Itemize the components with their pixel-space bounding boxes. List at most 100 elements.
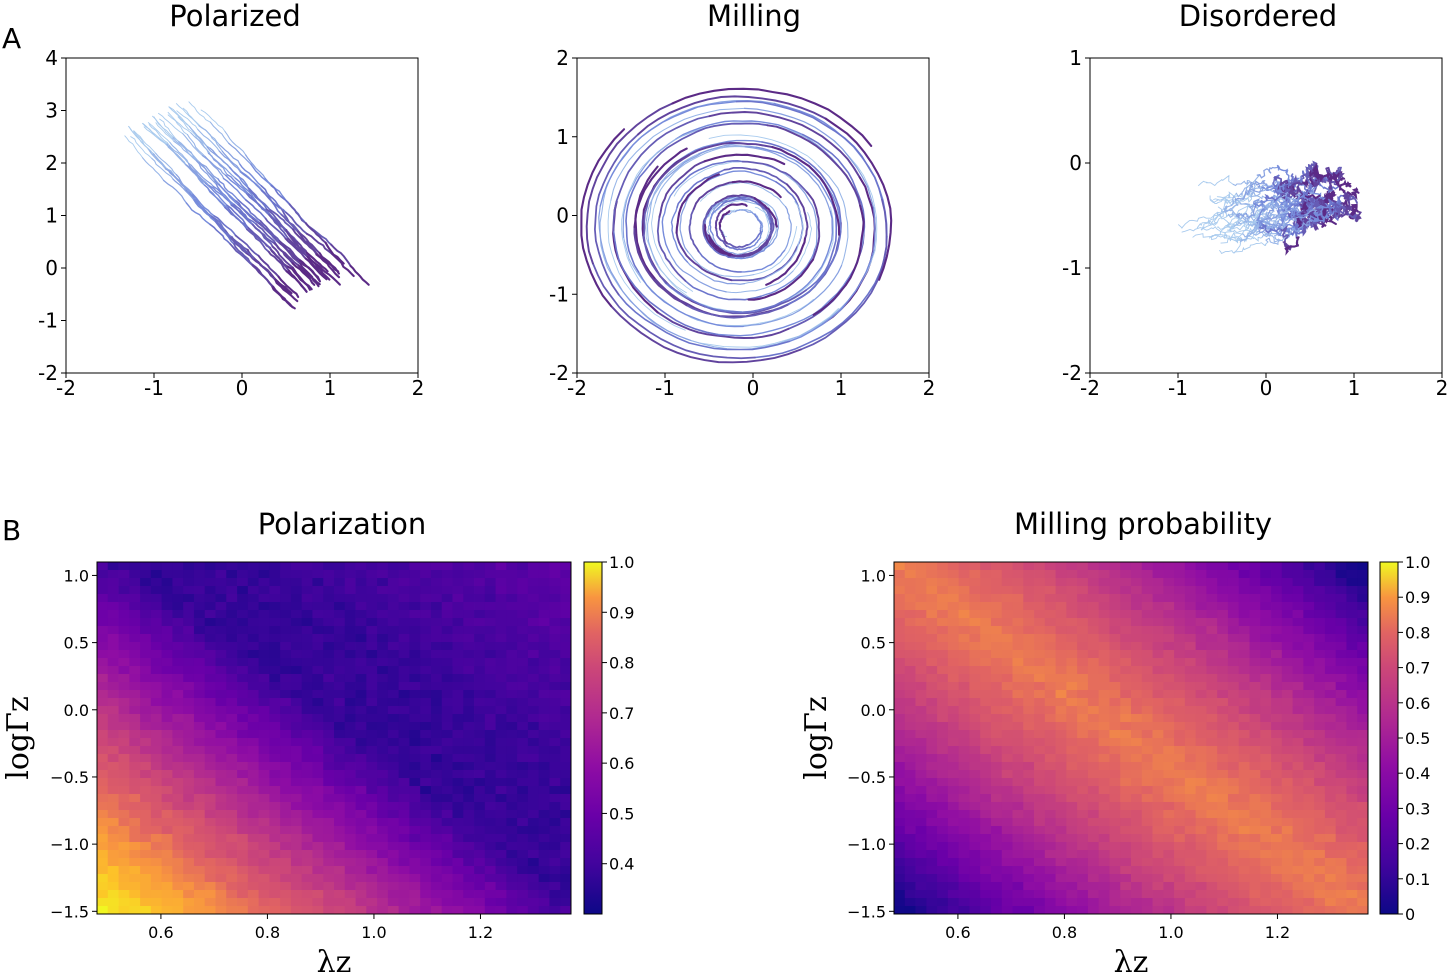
heatmap-cell: [904, 682, 916, 691]
heatmap-cell: [1120, 890, 1132, 899]
heatmap-cell: [969, 626, 981, 635]
heatmap-cell: [161, 802, 173, 811]
heatmap-cell: [387, 658, 400, 667]
heatmap-cell: [355, 834, 367, 843]
heatmap-cell: [463, 578, 475, 587]
heatmap-cell: [1260, 834, 1272, 843]
heatmap-cell: [1044, 682, 1056, 691]
heatmap-cell: [140, 618, 152, 627]
heatmap-cell: [312, 786, 324, 795]
trajectory-segment: [780, 210, 834, 303]
heatmap-cell: [1324, 634, 1337, 643]
trajectory-segment: [1233, 218, 1257, 227]
heatmap-cell: [1131, 858, 1143, 867]
heatmap-cell: [1044, 826, 1056, 835]
trajectory-segment: [182, 133, 204, 157]
heatmap-cell: [441, 794, 453, 803]
heatmap-cell: [150, 906, 163, 915]
heatmap-cell: [1152, 626, 1164, 635]
heatmap-cell: [97, 754, 109, 763]
heatmap-cell: [958, 746, 970, 755]
trajectory-segment: [291, 266, 313, 291]
heatmap-cell: [1152, 674, 1164, 683]
heatmap-cell: [366, 770, 378, 779]
heatmap-cell: [280, 586, 292, 595]
trajectory-segment: [1192, 233, 1242, 242]
heatmap-cell: [161, 626, 173, 635]
heatmap-cell: [894, 866, 906, 875]
heatmap-cell: [247, 778, 259, 787]
heatmap-cell: [1292, 738, 1304, 747]
heatmap-cell: [1012, 658, 1024, 667]
x-tick-label: -2: [567, 376, 587, 400]
x-tick-label: 0.8: [1052, 923, 1077, 942]
trajectory-segment: [285, 229, 308, 254]
heatmap-cell: [904, 658, 916, 667]
heatmap-cell: [1227, 682, 1240, 691]
heatmap-cell: [1303, 674, 1315, 683]
heatmap-cell: [118, 618, 130, 627]
trajectory-segment: [165, 143, 187, 166]
heatmap-cell: [129, 658, 141, 667]
heatmap-cell: [1174, 658, 1186, 667]
trajectory-segment: [190, 132, 210, 154]
heatmap-cell: [1120, 754, 1132, 763]
trajectory-segment: [1252, 198, 1268, 208]
heatmap-cell: [947, 866, 960, 875]
heatmap-cell: [172, 690, 184, 699]
trajectory-segment: [190, 164, 214, 188]
heatmap-cell: [926, 578, 938, 587]
heatmap-cell: [969, 754, 981, 763]
heatmap-cell: [387, 858, 400, 867]
heatmap-cell: [97, 834, 109, 843]
heatmap-cell: [107, 850, 119, 859]
heatmap-cell: [1303, 714, 1315, 723]
heatmap-cell: [463, 634, 475, 643]
heatmap-cell: [247, 642, 259, 651]
heatmap-cell: [1206, 874, 1218, 883]
trajectory-segment: [237, 199, 262, 222]
heatmap-cell: [1281, 706, 1293, 715]
heatmap-cell: [280, 738, 292, 747]
heatmap-cell: [1303, 594, 1315, 603]
heatmap-cell: [344, 578, 356, 587]
heatmap-cell: [1087, 730, 1100, 739]
heatmap-cell: [1012, 578, 1024, 587]
heatmap-cell: [1217, 594, 1229, 603]
heatmap-cell: [107, 874, 119, 883]
heatmap-cell: [926, 562, 938, 571]
heatmap-cell: [1098, 882, 1110, 891]
heatmap-cell: [1335, 658, 1347, 667]
heatmap-cell: [140, 890, 152, 899]
heatmap-cell: [1249, 594, 1261, 603]
heatmap-cell: [226, 666, 238, 675]
heatmap-cell: [980, 770, 992, 779]
heatmap-cell: [344, 810, 356, 819]
trajectory-segment: [643, 178, 668, 284]
heatmap-cell: [172, 810, 184, 819]
heatmap-cell: [1335, 610, 1347, 619]
heatmap-cell: [549, 626, 561, 635]
heatmap-cell: [204, 730, 216, 739]
heatmap-cell: [441, 778, 453, 787]
heatmap-cell: [969, 818, 981, 827]
chart-title-milling: Milling: [707, 0, 801, 33]
heatmap-cell: [915, 690, 927, 699]
heatmap-cell: [430, 890, 443, 899]
heatmap-cell: [517, 562, 529, 571]
heatmap-cell: [538, 906, 550, 915]
heatmap-cell: [1044, 642, 1056, 651]
heatmap-cell: [915, 706, 927, 715]
heatmap-cell: [258, 570, 270, 579]
heatmap-cell: [969, 706, 981, 715]
heatmap-cell: [398, 866, 410, 875]
heatmap-cell: [226, 730, 238, 739]
heatmap-cell: [549, 610, 561, 619]
heatmap-cell: [387, 890, 400, 899]
trajectory-segment: [786, 230, 842, 306]
heatmap-cell: [258, 698, 270, 707]
heatmap-cell: [107, 890, 119, 899]
heatmap-cell: [301, 754, 313, 763]
heatmap-cell: [172, 610, 184, 619]
heatmap-cell: [1249, 802, 1261, 811]
